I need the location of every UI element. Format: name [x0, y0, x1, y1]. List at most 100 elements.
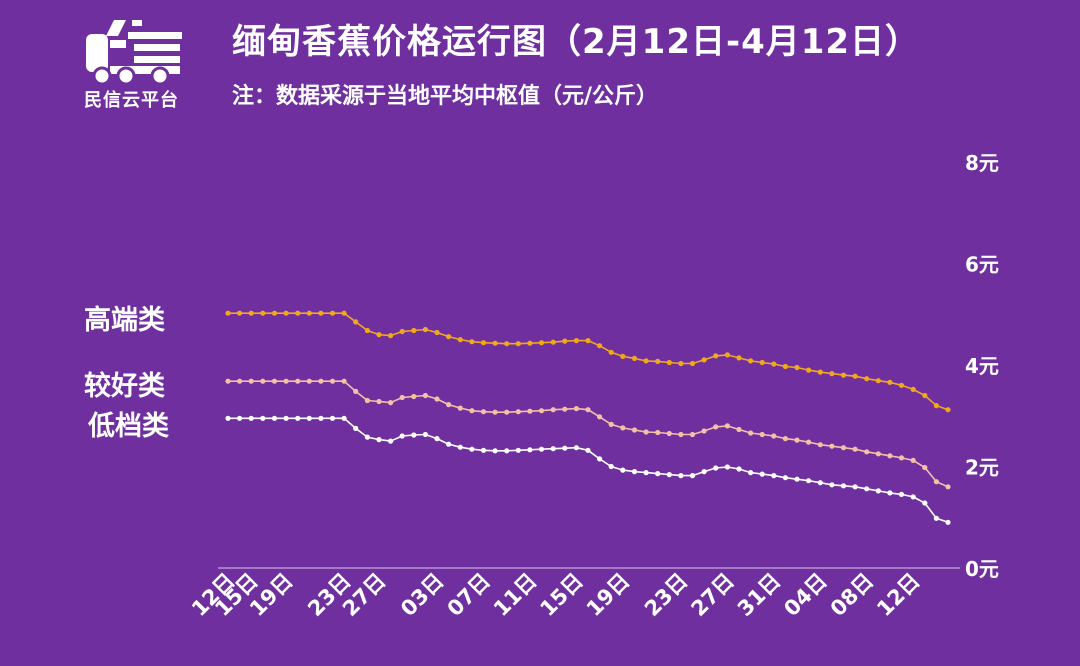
data-point-high [875, 378, 881, 384]
data-point-high [829, 371, 835, 377]
data-point-low [457, 444, 463, 450]
data-point-low [597, 456, 603, 462]
data-point-low [643, 470, 649, 476]
data-point-high [782, 363, 789, 370]
data-point-low [933, 515, 940, 521]
data-point-low [271, 415, 278, 421]
data-point-low [806, 478, 812, 484]
data-point-high [515, 341, 521, 347]
data-point-mid [469, 408, 475, 414]
data-point-high [295, 310, 301, 316]
data-point-low [388, 438, 394, 444]
data-point-low [748, 470, 754, 476]
data-point-mid [771, 433, 777, 439]
data-point-mid [492, 409, 498, 415]
data-point-high [376, 332, 382, 338]
data-point-high [620, 353, 626, 359]
data-point-mid [782, 436, 789, 442]
data-point-low [794, 476, 800, 482]
data-point-high [399, 328, 405, 335]
data-point-high [562, 338, 568, 344]
data-point-high [469, 339, 475, 345]
data-point-low [260, 415, 266, 421]
series-label-high: 高端类 [84, 305, 165, 336]
series-line-high [228, 312, 949, 411]
data-point-mid [898, 455, 905, 461]
data-point-high [864, 376, 870, 382]
series-label-low: 低档类 [88, 411, 169, 442]
data-point-low [898, 491, 905, 497]
data-point-high [817, 369, 823, 375]
data-point-mid [353, 388, 359, 394]
data-point-low [527, 447, 533, 453]
data-point-high [585, 338, 591, 344]
data-point-high [446, 334, 452, 340]
data-point-high [225, 310, 231, 316]
data-point-high [736, 355, 742, 361]
data-point-mid [817, 442, 823, 448]
data-point-mid [887, 453, 893, 459]
x-tick-label: 12日 [872, 569, 924, 621]
data-point-mid [446, 402, 452, 408]
data-point-low [666, 472, 672, 478]
data-point-mid [666, 430, 672, 437]
truck-logo-icon [86, 20, 182, 86]
data-point-high [492, 340, 498, 346]
data-point-mid [597, 414, 603, 420]
data-point-mid [689, 431, 696, 438]
x-tick-label: 15日 [535, 569, 587, 621]
data-point-low [399, 433, 405, 439]
data-point-mid [434, 396, 440, 402]
x-tick-label: 19日 [582, 569, 634, 621]
data-point-mid [840, 445, 847, 451]
data-point-high [422, 326, 428, 333]
data-point-mid [329, 378, 336, 384]
data-point-mid [573, 406, 580, 412]
data-point-low [689, 473, 696, 479]
data-point-low [341, 415, 347, 421]
data-point-low [910, 494, 916, 500]
x-tick-label: 04日 [779, 569, 831, 621]
data-point-mid [631, 427, 638, 433]
data-point-mid [608, 421, 614, 427]
data-point-high [283, 310, 289, 316]
data-point-mid [550, 407, 556, 413]
data-point-high [329, 310, 336, 316]
chart-subtitle: 注：数据采源于当地平均中枢值（元/公斤） [232, 84, 659, 109]
data-point-low [364, 434, 370, 440]
data-point-mid [910, 457, 916, 463]
data-point-low [353, 425, 359, 431]
data-point-low [538, 446, 545, 452]
data-point-low [492, 448, 498, 454]
data-point-high [306, 310, 312, 316]
data-point-high [689, 360, 696, 367]
data-point-mid [225, 378, 231, 384]
x-tick-label: 08日 [826, 569, 878, 621]
data-point-low [295, 415, 301, 421]
data-point-high [724, 352, 731, 358]
data-point-mid [248, 378, 254, 384]
data-point-low [840, 483, 847, 489]
data-point-mid [295, 378, 301, 384]
data-point-low [283, 415, 289, 421]
data-point-low [782, 475, 789, 481]
data-point-low [446, 441, 452, 447]
data-point-high [898, 382, 905, 388]
data-point-high [771, 361, 777, 367]
data-point-high [666, 359, 672, 366]
data-point-high [806, 367, 812, 373]
data-point-mid [538, 408, 545, 414]
data-point-low [771, 473, 777, 479]
data-point-low [515, 447, 521, 453]
data-point-high [364, 327, 370, 334]
data-point-low [829, 482, 835, 488]
data-point-mid [306, 378, 312, 384]
data-point-low [655, 471, 661, 477]
logo-text: 民信云平台 [84, 90, 179, 111]
data-point-high [527, 340, 533, 346]
data-point-high [248, 310, 254, 316]
data-point-low [237, 415, 243, 421]
data-point-high [597, 343, 603, 349]
data-point-high [631, 355, 638, 361]
